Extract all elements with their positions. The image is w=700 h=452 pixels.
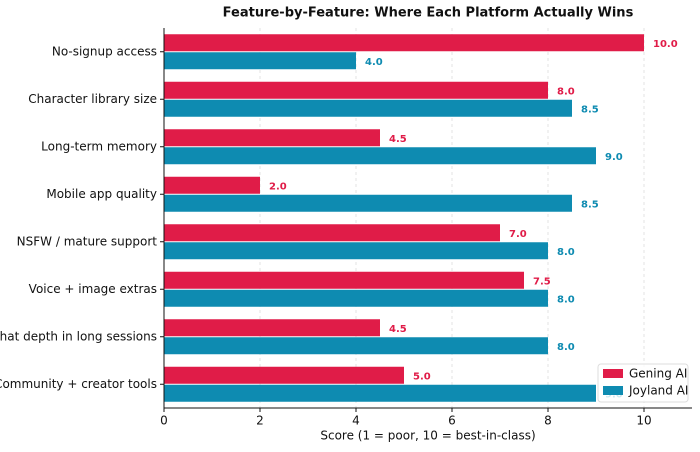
y-tick-label: Community + creator tools <box>0 377 157 391</box>
bar <box>164 147 596 165</box>
value-label: 4.5 <box>389 134 407 145</box>
y-tick-label: Character library size <box>28 92 157 106</box>
x-tick-label: 6 <box>448 414 456 428</box>
value-label: 8.0 <box>557 247 575 258</box>
value-label: 9.0 <box>605 152 623 163</box>
bar <box>164 52 356 70</box>
bar <box>164 242 548 260</box>
value-label: 8.0 <box>557 294 575 305</box>
bar <box>164 366 404 384</box>
x-tick-label: 4 <box>352 414 360 428</box>
value-label: 7.0 <box>509 229 527 240</box>
y-tick-label: Long-term memory <box>41 139 157 153</box>
chart-title: Feature-by-Feature: Where Each Platform … <box>223 6 634 21</box>
y-tick-label: No-signup access <box>52 44 157 58</box>
legend-label: Joyland AI <box>628 384 688 398</box>
legend-swatch <box>603 369 623 378</box>
value-label: 8.0 <box>557 342 575 353</box>
y-tick-label: Mobile app quality <box>46 187 157 201</box>
bar <box>164 81 548 99</box>
x-tick-label: 10 <box>636 414 651 428</box>
y-tick-label: Chat depth in long sessions <box>0 329 157 343</box>
bar <box>164 194 572 212</box>
value-label: 8.0 <box>557 86 575 97</box>
legend-label: Gening AI <box>629 367 687 381</box>
value-label: 8.5 <box>581 104 599 115</box>
value-label: 8.5 <box>581 199 599 210</box>
y-tick-label: NSFW / mature support <box>17 234 158 248</box>
bar <box>164 176 260 194</box>
bar <box>164 99 572 117</box>
y-tick-label: Voice + image extras <box>29 282 157 296</box>
value-label: 10.0 <box>653 39 678 50</box>
x-tick-label: 0 <box>160 414 168 428</box>
bar <box>164 289 548 307</box>
bar <box>164 129 380 147</box>
x-axis-label: Score (1 = poor, 10 = best-in-class) <box>320 429 535 443</box>
value-label: 5.0 <box>413 371 431 382</box>
value-label: 7.5 <box>533 276 551 287</box>
value-label: 2.0 <box>269 181 287 192</box>
bar <box>164 271 524 289</box>
bar <box>164 319 380 337</box>
bar <box>164 34 644 52</box>
legend-swatch <box>603 386 623 395</box>
x-tick-label: 8 <box>544 414 552 428</box>
bar <box>164 384 596 402</box>
x-tick-label: 2 <box>256 414 264 428</box>
value-label: 4.0 <box>365 57 383 68</box>
bar <box>164 337 548 355</box>
bar <box>164 224 500 242</box>
value-label: 4.5 <box>389 324 407 335</box>
